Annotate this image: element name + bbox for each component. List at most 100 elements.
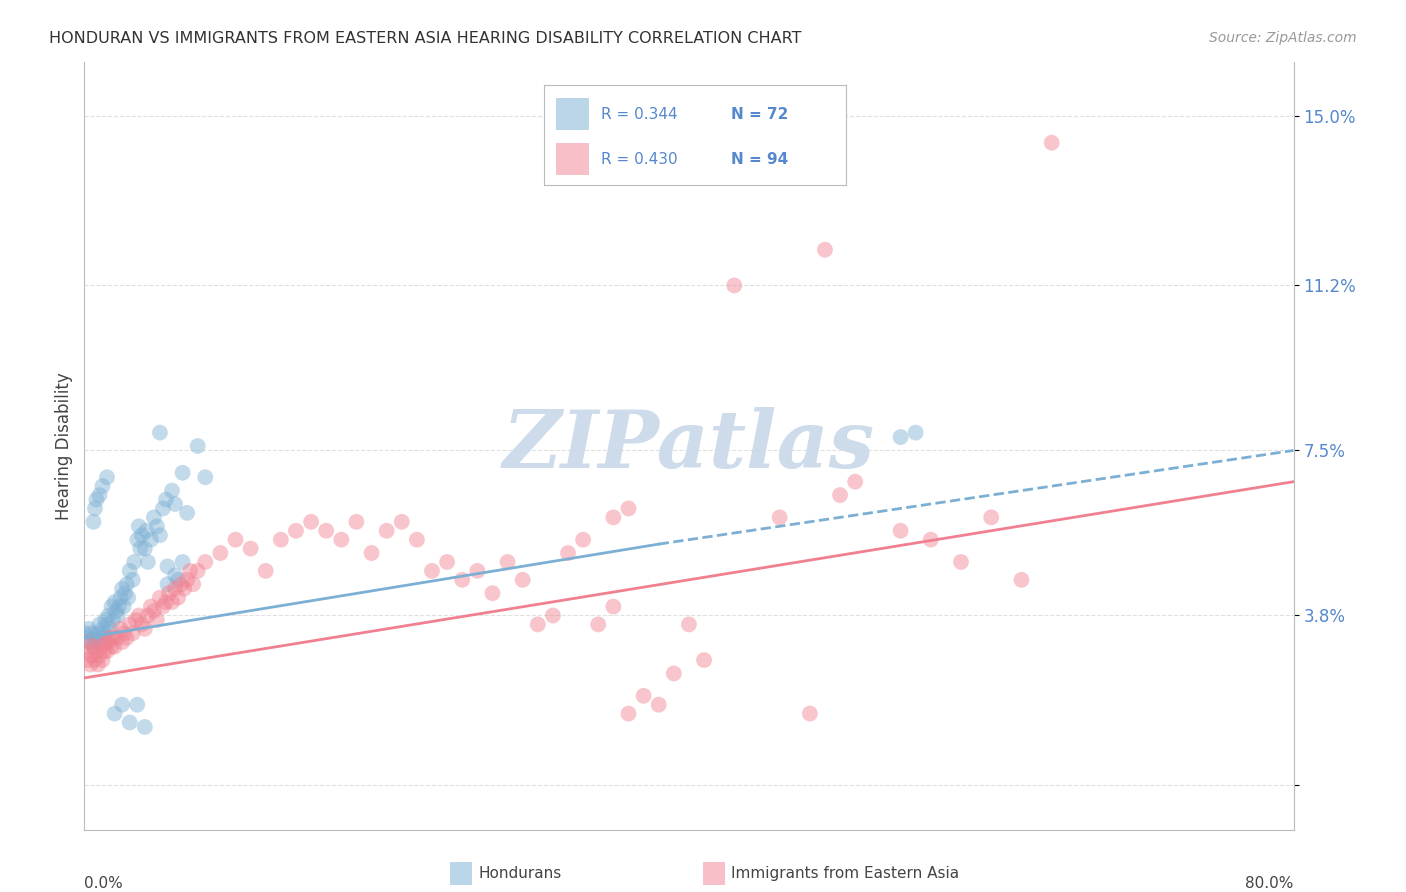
Point — [165, 582, 187, 596]
Point — [134, 541, 156, 556]
Point — [91, 622, 114, 636]
Point — [254, 564, 277, 578]
Point — [112, 599, 135, 614]
Point — [904, 425, 927, 440]
Point — [602, 599, 624, 614]
Point — [77, 622, 100, 636]
Point — [617, 501, 640, 516]
Point — [156, 577, 179, 591]
Point — [693, 653, 716, 667]
Point — [100, 599, 122, 614]
Point — [167, 573, 190, 587]
Point — [167, 591, 190, 605]
Point — [128, 608, 150, 623]
Point — [129, 541, 152, 556]
Point — [149, 591, 172, 605]
Point — [86, 492, 108, 507]
Point — [125, 613, 148, 627]
Point — [110, 591, 132, 605]
Point — [89, 617, 111, 632]
Point — [142, 510, 165, 524]
Point — [118, 617, 141, 632]
Point — [131, 617, 153, 632]
Point — [678, 617, 700, 632]
Point — [285, 524, 308, 538]
Point — [87, 657, 110, 672]
Point — [134, 720, 156, 734]
Point — [96, 617, 118, 632]
Point — [76, 631, 98, 645]
Point — [104, 595, 127, 609]
Point — [799, 706, 821, 721]
Point — [391, 515, 413, 529]
Point — [179, 564, 201, 578]
Point — [617, 706, 640, 721]
Point — [77, 635, 100, 649]
Text: Source: ZipAtlas.com: Source: ZipAtlas.com — [1209, 31, 1357, 45]
Point — [146, 613, 169, 627]
Point — [146, 519, 169, 533]
Point — [176, 573, 198, 587]
Point — [512, 573, 534, 587]
Point — [128, 519, 150, 533]
Point — [112, 626, 135, 640]
Point — [96, 470, 118, 484]
Point — [104, 640, 127, 654]
Point — [406, 533, 429, 547]
Point — [346, 515, 368, 529]
Point — [104, 706, 127, 721]
Point — [82, 640, 104, 654]
Point — [588, 617, 610, 632]
Point — [121, 626, 143, 640]
Point — [890, 524, 912, 538]
Point — [94, 635, 117, 649]
Point — [86, 635, 108, 649]
Point — [82, 515, 104, 529]
Point — [98, 631, 121, 645]
Point — [194, 470, 217, 484]
Y-axis label: Hearing Disability: Hearing Disability — [55, 372, 73, 520]
Point — [89, 648, 111, 663]
Point — [950, 555, 973, 569]
Point — [160, 595, 183, 609]
Point — [270, 533, 292, 547]
Point — [89, 488, 111, 502]
Point — [299, 515, 322, 529]
Point — [90, 640, 112, 654]
Point — [111, 698, 134, 712]
Point — [209, 546, 232, 560]
Point — [115, 631, 138, 645]
Point — [155, 492, 177, 507]
Point — [101, 613, 124, 627]
Point — [86, 644, 108, 658]
Point — [920, 533, 942, 547]
Point — [557, 546, 579, 560]
Point — [769, 510, 792, 524]
Point — [572, 533, 595, 547]
Point — [149, 528, 172, 542]
Point — [467, 564, 489, 578]
Text: 0.0%: 0.0% — [84, 876, 124, 890]
Point — [633, 689, 655, 703]
Point — [172, 555, 194, 569]
Point — [121, 573, 143, 587]
Point — [107, 631, 129, 645]
Point — [142, 604, 165, 618]
Point — [127, 533, 149, 547]
Point — [114, 586, 136, 600]
Point — [149, 425, 172, 440]
Point — [76, 653, 98, 667]
Point — [115, 577, 138, 591]
Point — [187, 564, 209, 578]
Point — [127, 698, 149, 712]
Point — [723, 278, 745, 293]
Point — [75, 626, 97, 640]
Point — [111, 582, 134, 596]
Point — [134, 622, 156, 636]
Point — [165, 568, 187, 582]
Point — [541, 608, 564, 623]
Point — [481, 586, 503, 600]
Point — [152, 501, 174, 516]
Point — [155, 595, 177, 609]
Point — [225, 533, 247, 547]
